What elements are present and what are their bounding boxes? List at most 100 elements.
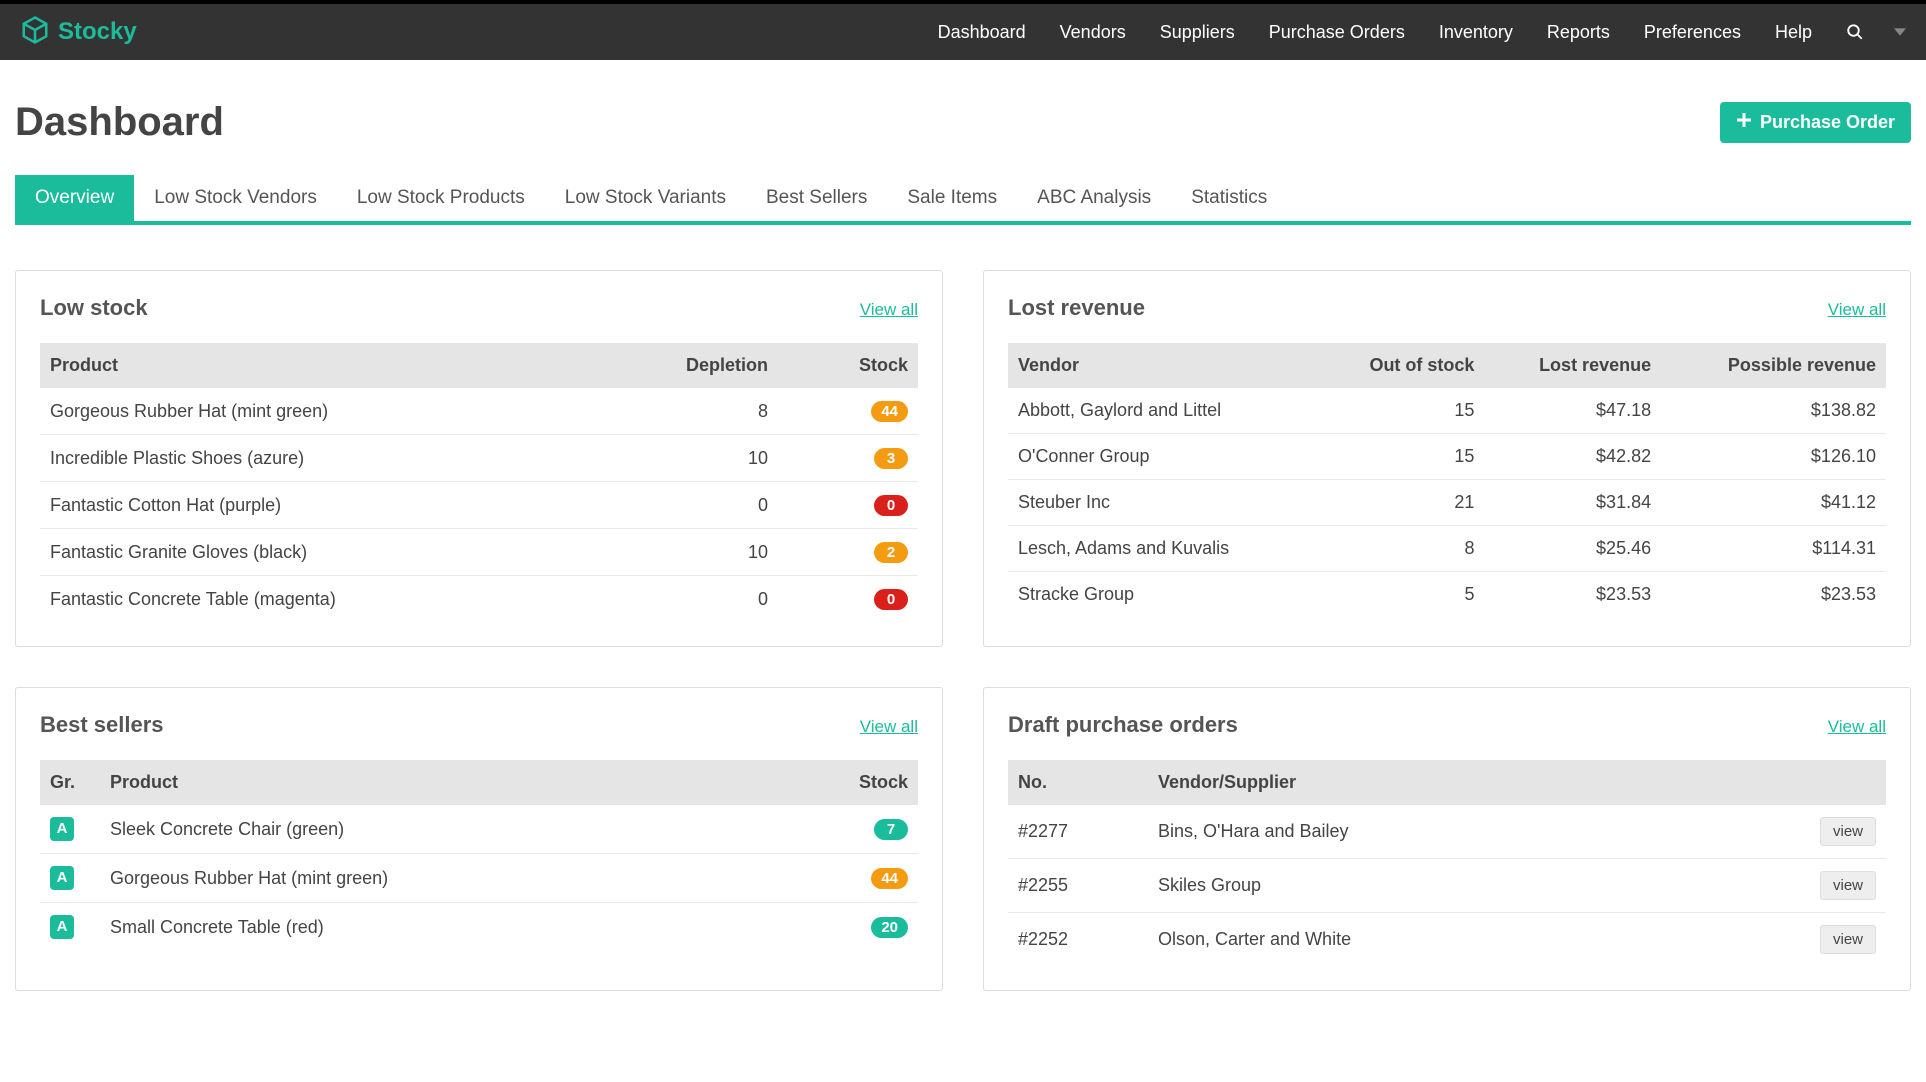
page-title: Dashboard: [15, 100, 224, 145]
col-bs-stock: Stock: [778, 760, 918, 805]
lost-revenue-view-all-link[interactable]: View all: [1828, 300, 1886, 320]
table-row[interactable]: #2252Olson, Carter and Whiteview: [1008, 913, 1886, 967]
table-row[interactable]: Gorgeous Rubber Hat (mint green)844: [40, 388, 918, 435]
tab-statistics[interactable]: Statistics: [1171, 175, 1287, 221]
stock-badge: 44: [871, 868, 908, 889]
col-lost-revenue: Lost revenue: [1484, 343, 1661, 388]
nav-suppliers[interactable]: Suppliers: [1160, 22, 1235, 43]
stock-cell: 7: [778, 805, 918, 854]
table-row[interactable]: O'Conner Group15$42.82$126.10: [1008, 434, 1886, 480]
table-row[interactable]: ASmall Concrete Table (red)20: [40, 903, 918, 952]
po-vendor-cell: Olson, Carter and White: [1148, 913, 1806, 967]
po-no-cell: #2255: [1008, 859, 1148, 913]
out-of-stock-cell: 15: [1317, 388, 1484, 434]
search-icon[interactable]: [1846, 23, 1864, 41]
possible-cell: $114.31: [1661, 526, 1886, 572]
depletion-cell: 0: [638, 482, 778, 529]
tab-overview[interactable]: Overview: [15, 175, 134, 221]
purchase-order-button-label: Purchase Order: [1760, 112, 1895, 133]
draft-po-table: No. Vendor/Supplier #2277Bins, O'Hara an…: [1008, 760, 1886, 966]
view-button[interactable]: view: [1820, 925, 1876, 954]
table-row[interactable]: A Sleek Concrete Chair (green)7: [40, 805, 918, 854]
table-row[interactable]: Fantastic Concrete Table (magenta)00: [40, 576, 918, 623]
po-no-cell: #2277: [1008, 805, 1148, 859]
grade-badge: A: [50, 817, 74, 841]
depletion-cell: 10: [638, 435, 778, 482]
best-sellers-view-all-link[interactable]: View all: [860, 717, 918, 737]
table-row[interactable]: Abbott, Gaylord and Littel15$47.18$138.8…: [1008, 388, 1886, 434]
dropdown-caret-icon[interactable]: [1894, 26, 1906, 38]
stock-badge: 44: [871, 401, 908, 422]
grade-badge: A: [50, 866, 74, 890]
table-row[interactable]: A Gorgeous Rubber Hat (mint green) 44: [40, 854, 918, 903]
nav-inventory[interactable]: Inventory: [1439, 22, 1513, 43]
lost-revenue-table: Vendor Out of stock Lost revenue Possibl…: [1008, 343, 1886, 617]
stock-cell: 3: [778, 435, 918, 482]
table-row[interactable]: Stracke Group5$23.53$23.53: [1008, 572, 1886, 618]
nav-preferences[interactable]: Preferences: [1644, 22, 1741, 43]
draft-po-view-all-link[interactable]: View all: [1828, 717, 1886, 737]
table-row[interactable]: #2277Bins, O'Hara and Baileyview: [1008, 805, 1886, 859]
col-out-of-stock: Out of stock: [1317, 343, 1484, 388]
table-row[interactable]: Lesch, Adams and Kuvalis8$25.46$114.31: [1008, 526, 1886, 572]
table-row[interactable]: Fantastic Cotton Hat (purple)00: [40, 482, 918, 529]
top-nav: Stocky Dashboard Vendors Suppliers Purch…: [0, 0, 1926, 60]
nav-purchase-orders[interactable]: Purchase Orders: [1269, 22, 1405, 43]
tab-best-sellers[interactable]: Best Sellers: [746, 175, 887, 221]
lost-cell: $31.84: [1484, 480, 1661, 526]
nav-vendors[interactable]: Vendors: [1060, 22, 1126, 43]
product-cell: Fantastic Cotton Hat (purple): [40, 482, 638, 529]
product-cell: Gorgeous Rubber Hat (mint green): [100, 854, 778, 903]
table-row[interactable]: Fantastic Granite Gloves (black)102: [40, 529, 918, 576]
draft-po-title: Draft purchase orders: [1008, 712, 1238, 738]
product-cell: Small Concrete Table (red): [100, 903, 778, 952]
stock-badge: 0: [874, 495, 908, 516]
col-bs-product: Product: [100, 760, 778, 805]
depletion-cell: 10: [638, 529, 778, 576]
depletion-cell: 8: [638, 388, 778, 435]
po-action-cell: view: [1806, 805, 1886, 859]
col-stock: Stock: [778, 343, 918, 388]
product-cell: Incredible Plastic Shoes (azure): [40, 435, 638, 482]
tab-low-stock-variants[interactable]: Low Stock Variants: [545, 175, 746, 221]
lost-revenue-title: Lost revenue: [1008, 295, 1145, 321]
possible-cell: $23.53: [1661, 572, 1886, 618]
brand[interactable]: Stocky: [20, 15, 137, 50]
grade-cell: A: [40, 903, 100, 952]
tab-abc-analysis[interactable]: ABC Analysis: [1017, 175, 1171, 221]
best-sellers-table: Gr. Product Stock ASleek Concrete Chair …: [40, 760, 918, 951]
low-stock-view-all-link[interactable]: View all: [860, 300, 918, 320]
out-of-stock-cell: 15: [1317, 434, 1484, 480]
table-row[interactable]: #2255Skiles Groupview: [1008, 859, 1886, 913]
grade-cell: A: [40, 854, 100, 903]
view-button[interactable]: view: [1820, 871, 1876, 900]
col-po-no: No.: [1008, 760, 1148, 805]
nav-help[interactable]: Help: [1775, 22, 1812, 43]
tab-low-stock-vendors[interactable]: Low Stock Vendors: [134, 175, 337, 221]
out-of-stock-cell: 21: [1317, 480, 1484, 526]
nav-reports[interactable]: Reports: [1547, 22, 1610, 43]
low-stock-title: Low stock: [40, 295, 148, 321]
nav-dashboard[interactable]: Dashboard: [938, 22, 1026, 43]
vendor-cell: Stracke Group: [1008, 572, 1317, 618]
po-action-cell: view: [1806, 913, 1886, 967]
vendor-cell: Steuber Inc: [1008, 480, 1317, 526]
col-vendor: Vendor: [1008, 343, 1317, 388]
stock-cell: 44: [778, 854, 918, 903]
depletion-cell: 0: [638, 576, 778, 623]
nav-items: Dashboard Vendors Suppliers Purchase Ord…: [938, 22, 1812, 43]
tabs: Overview Low Stock Vendors Low Stock Pro…: [15, 175, 1911, 225]
product-cell: Fantastic Concrete Table (magenta): [40, 576, 638, 623]
tab-low-stock-products[interactable]: Low Stock Products: [337, 175, 545, 221]
product-cell: Sleek Concrete Chair (green): [100, 805, 778, 854]
purchase-order-button[interactable]: Purchase Order: [1720, 102, 1911, 143]
grade-badge: A: [50, 915, 74, 939]
table-row[interactable]: Incredible Plastic Shoes (azure)103: [40, 435, 918, 482]
table-row[interactable]: Steuber Inc21$31.84$41.12: [1008, 480, 1886, 526]
view-button[interactable]: view: [1820, 817, 1876, 846]
low-stock-table: Product Depletion Stock Gorgeous Rubber …: [40, 343, 918, 622]
lost-cell: $23.53: [1484, 572, 1661, 618]
best-sellers-card: Best sellers View all Gr. Product Stock …: [15, 687, 943, 991]
tab-sale-items[interactable]: Sale Items: [887, 175, 1017, 221]
possible-cell: $126.10: [1661, 434, 1886, 480]
